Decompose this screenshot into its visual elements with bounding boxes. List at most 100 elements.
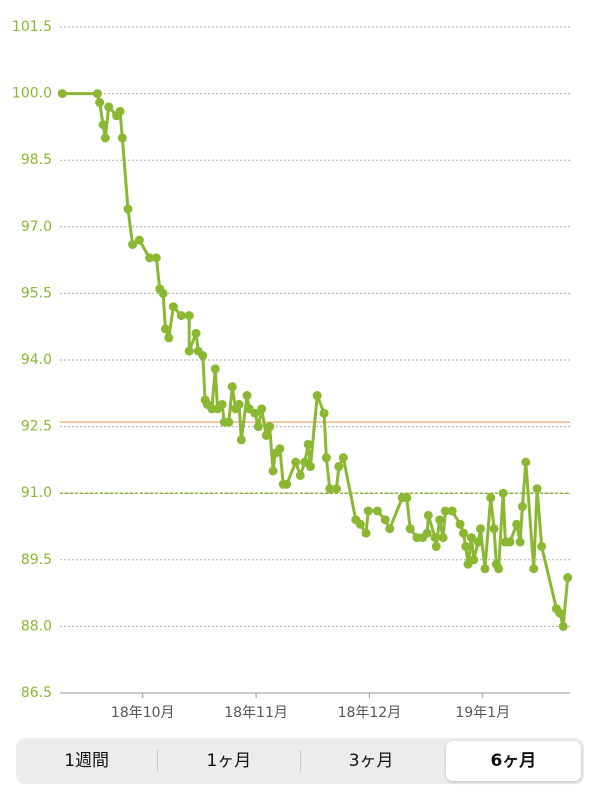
data-point <box>512 519 522 529</box>
data-point <box>145 253 155 263</box>
segment-button[interactable]: 6ヶ月 <box>445 741 581 781</box>
segmented-control: 1週間 1ヶ月 3ヶ月 6ヶ月 <box>16 738 584 784</box>
data-point <box>210 364 220 374</box>
data-point <box>268 466 278 476</box>
y-tick-label: 95.5 <box>21 285 52 301</box>
data-point <box>332 484 342 494</box>
data-point <box>104 102 114 112</box>
data-point <box>438 533 448 543</box>
y-tick-label: 101.5 <box>12 19 52 35</box>
data-point <box>295 470 305 480</box>
data-point <box>338 453 348 463</box>
segment-button[interactable]: 3ヶ月 <box>348 751 394 771</box>
data-point <box>458 528 468 538</box>
x-tick-label: 18年12月 <box>338 705 402 721</box>
x-tick-label: 18年11月 <box>224 705 288 721</box>
data-point <box>563 573 573 583</box>
x-tick-label: 19年1月 <box>455 705 510 721</box>
x-tick-label: 18年10月 <box>111 705 175 721</box>
y-tick-label: 94.0 <box>21 352 52 368</box>
data-point <box>380 515 390 525</box>
data-point <box>372 506 382 516</box>
data-point <box>123 204 133 214</box>
data-point <box>505 537 515 547</box>
data-point <box>261 430 271 440</box>
data-point <box>402 493 412 503</box>
data-point <box>242 391 252 401</box>
data-point <box>117 133 127 143</box>
data-point <box>529 564 539 574</box>
data-point <box>489 524 499 534</box>
y-tick-label: 92.5 <box>21 419 52 435</box>
data-point <box>98 120 108 130</box>
separator <box>299 750 301 772</box>
data-point <box>405 524 415 534</box>
data-point <box>473 537 483 547</box>
data-point <box>461 541 471 551</box>
data-point <box>480 564 490 574</box>
data-point <box>361 528 371 538</box>
data-point <box>198 351 208 361</box>
data-point <box>334 462 344 472</box>
data-point <box>475 524 485 534</box>
data-point <box>469 555 479 565</box>
data-point <box>128 240 138 250</box>
data-point <box>224 417 234 427</box>
data-point <box>355 519 365 529</box>
data-point <box>430 533 440 543</box>
data-point <box>184 311 194 321</box>
data-point <box>184 346 194 356</box>
data-point <box>447 506 457 516</box>
data-point <box>517 502 527 512</box>
data-point <box>321 453 331 463</box>
data-point <box>151 253 161 263</box>
data-point <box>305 462 315 472</box>
data-point <box>176 311 186 321</box>
data-point <box>319 408 329 418</box>
data-point <box>217 399 227 409</box>
data-point <box>92 89 102 99</box>
data-point <box>515 537 525 547</box>
data-point <box>191 328 201 338</box>
y-tick-label: 98.5 <box>21 152 52 168</box>
data-point <box>498 488 508 498</box>
data-point <box>250 408 260 418</box>
data-point <box>134 235 144 245</box>
y-tick-label: 97.0 <box>21 219 52 235</box>
data-point <box>275 444 285 454</box>
data-point <box>555 608 565 618</box>
data-line <box>62 92 570 628</box>
data-point <box>422 528 432 538</box>
segment-button[interactable]: 1週間 <box>64 751 110 771</box>
data-point <box>423 510 433 520</box>
separator <box>442 750 443 772</box>
y-tick-label: 88.0 <box>21 618 52 634</box>
data-point <box>431 541 441 551</box>
data-point <box>537 541 547 551</box>
y-tick-label: 86.5 <box>21 685 52 701</box>
data-point <box>486 493 496 503</box>
data-point <box>168 302 178 312</box>
data-point <box>558 621 568 631</box>
y-tick-label: 89.5 <box>21 552 52 568</box>
data-point <box>312 391 322 401</box>
data-point <box>385 524 395 534</box>
data-point <box>291 457 301 467</box>
data-point <box>325 484 335 494</box>
data-point <box>234 399 244 409</box>
data-point <box>115 106 125 116</box>
chart: 86.5 88.0 89.5 91.0 92.5 94.0 95.5 97.0 98.5 100.… <box>12 19 573 721</box>
data-point <box>466 533 476 543</box>
data-point <box>257 404 267 414</box>
separator <box>157 750 159 772</box>
data-point <box>265 422 275 432</box>
data-point <box>521 457 531 467</box>
y-tick-label: 91.0 <box>21 485 52 501</box>
data-point <box>303 439 313 449</box>
data-point <box>494 564 504 574</box>
segment-button[interactable]: 1ヶ月 <box>206 751 252 771</box>
y-tick-label: 100.0 <box>12 86 52 102</box>
data-point <box>363 506 373 516</box>
data-point <box>227 382 237 392</box>
